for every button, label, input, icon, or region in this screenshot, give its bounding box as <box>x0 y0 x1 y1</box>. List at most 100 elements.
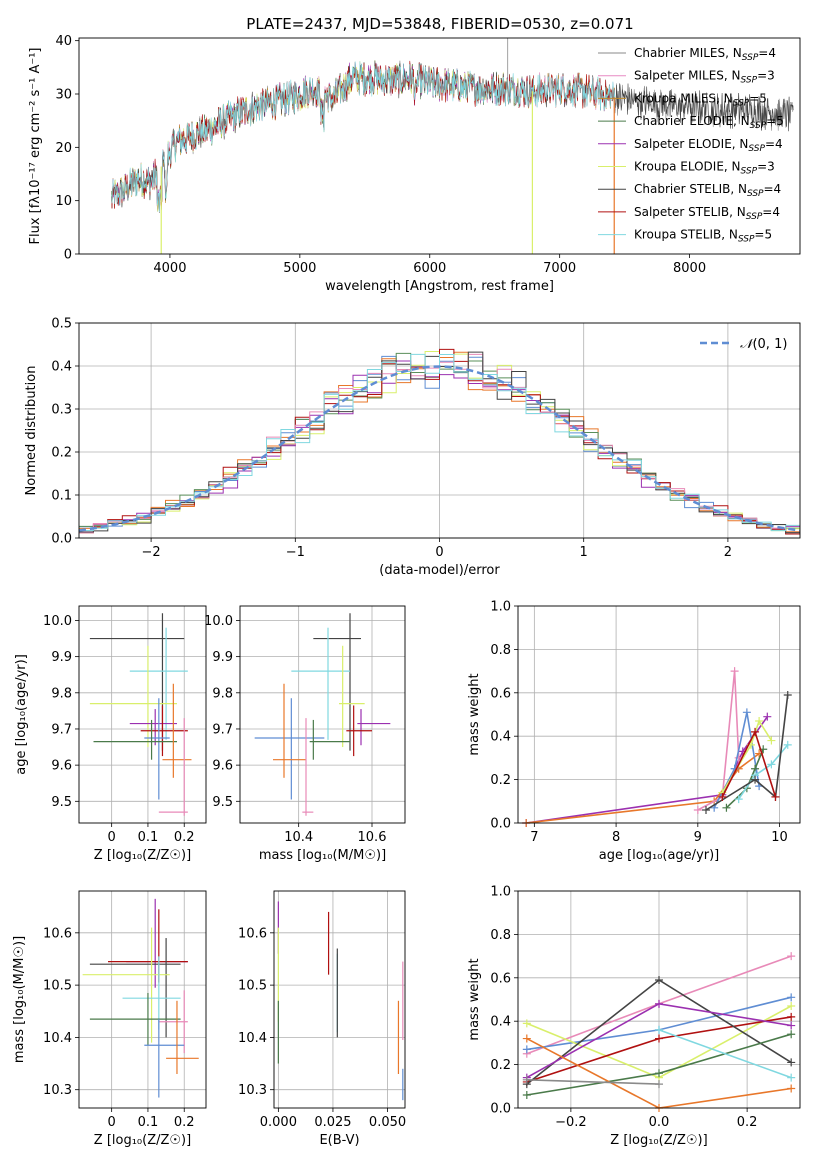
y-tick-label: 9.5 <box>212 795 233 810</box>
y-tick-label: 1.0 <box>490 600 511 615</box>
weight-point-marker <box>787 1073 796 1082</box>
x-tick-label: 0 <box>108 1115 116 1130</box>
y-axis-label: Flux [fλ10⁻¹⁷ erg cm⁻² s⁻¹ A⁻¹] <box>28 48 43 245</box>
plot-frame <box>517 605 801 824</box>
weight-series-line <box>658 1029 792 1079</box>
legend-text: Kroupa STELIB, N <box>634 228 738 242</box>
weight-point-marker <box>655 1025 663 1034</box>
axes-weight-vs-age: 7 8 9 10 0.0 0.2 0.4 0.6 0.8 1.0 age [log₁₀(age/yr… <box>467 600 800 863</box>
weight-series-line <box>738 744 789 800</box>
weight-point-marker <box>787 952 796 961</box>
x-tick-label: 10.4 <box>284 830 313 845</box>
legend-subscript: SSP <box>733 98 750 108</box>
axes-age-vs-mass: 10.4 10.6 9.5 9.6 9.7 9.8 9.9 10.0 mass [log₁₀(M… <box>204 606 405 863</box>
legend-args: (0, 1) <box>752 337 787 352</box>
y-tick-label: 30 <box>55 88 72 103</box>
axes-mass-vs-Z: 0 0.1 0.2 10.3 10.4 10.5 10.6 Z [log₁₀(Z/Z☉)] ma… <box>12 891 206 1148</box>
legend-text: Kroupa MILES, N <box>634 91 733 105</box>
weight-point-marker <box>655 999 663 1008</box>
y-tick-label: 9.7 <box>212 722 233 737</box>
weight-point-marker <box>787 993 796 1002</box>
weight-point-marker <box>751 727 760 736</box>
plot-frame <box>517 890 801 1109</box>
x-tick-label: 4000 <box>153 261 186 276</box>
axes-spectrum: 4000 5000 6000 7000 8000 0 10 20 30 40 wavelength … <box>28 34 794 294</box>
legend-suffix: =4 <box>764 182 782 196</box>
y-tick-label: 10.5 <box>238 979 267 994</box>
weight-point-marker <box>767 736 776 745</box>
legend-suffix: =5 <box>754 228 772 242</box>
y-tick-label: 0.5 <box>51 317 72 332</box>
x-axis-label: wavelength [Angstrom, rest frame] <box>325 279 554 294</box>
y-tick-label: 0 <box>64 248 72 263</box>
weight-point-marker <box>655 1034 663 1043</box>
plot-frame <box>78 37 801 255</box>
y-tick-label: 10.0 <box>204 614 233 629</box>
x-axis-label: Z [log₁₀(Z/Z☉)] <box>94 848 191 863</box>
weight-point-marker <box>755 717 764 726</box>
y-tick-label: 9.8 <box>51 686 72 701</box>
x-tick-label: 0.2 <box>737 1115 758 1130</box>
weight-point-marker <box>783 740 792 749</box>
weight-point-marker <box>751 775 760 784</box>
x-tick-label: 10.6 <box>358 830 387 845</box>
weight-point-marker <box>718 792 727 801</box>
spectrum-line <box>111 60 794 213</box>
normal-reference-curve <box>79 365 800 532</box>
x-tick-label: −2 <box>142 545 161 560</box>
y-tick-label: 10.4 <box>43 1031 72 1046</box>
x-tick-label: 1 <box>580 545 588 560</box>
y-tick-label: 9.6 <box>51 759 72 774</box>
y-tick-label: 9.6 <box>212 759 233 774</box>
y-tick-label: 9.9 <box>51 650 72 665</box>
weight-point-marker <box>522 1045 531 1054</box>
legend-text: Kroupa ELODIE, N <box>634 160 741 174</box>
y-tick-label: 0.4 <box>490 730 511 745</box>
y-tick-label: 0.8 <box>490 928 511 943</box>
y-tick-label: 10.3 <box>43 1083 72 1098</box>
weight-point-marker <box>655 975 663 984</box>
weight-point-marker <box>702 805 710 814</box>
weight-series-line <box>705 694 789 811</box>
x-axis-label: Z [log₁₀(Z/Z☉)] <box>610 1133 707 1148</box>
y-tick-label: 9.7 <box>51 722 72 737</box>
weight-point-marker <box>783 690 792 699</box>
x-tick-label: 8 <box>612 830 620 845</box>
y-tick-label: 10.0 <box>43 614 72 629</box>
weight-point-marker <box>522 1034 531 1043</box>
legend-subscript: SSP <box>748 144 765 154</box>
legend-suffix: =3 <box>757 69 775 83</box>
weight-series-line <box>526 1079 660 1085</box>
x-axis-label: E(B-V) <box>319 1133 359 1148</box>
weight-point-marker <box>693 805 702 814</box>
x-tick-label: 6000 <box>413 261 446 276</box>
x-tick-label: −1 <box>286 545 305 560</box>
legend-subscript: SSP <box>742 53 759 63</box>
y-tick-label: 1.0 <box>490 885 511 900</box>
y-tick-label: 0.2 <box>490 1058 511 1073</box>
y-tick-label: 0.3 <box>51 403 72 418</box>
y-tick-label: 0.4 <box>490 1015 511 1030</box>
weight-point-marker <box>722 803 731 812</box>
x-axis-label: mass [log₁₀(M/M☉)] <box>259 848 386 863</box>
x-tick-label: 0.000 <box>260 1115 297 1130</box>
y-axis-label: mass weight <box>467 958 482 1040</box>
weight-series-line <box>526 1037 792 1108</box>
y-tick-label: 10.4 <box>238 1031 267 1046</box>
legend-label: 𝒩(0, 1) <box>740 337 787 352</box>
x-tick-label: 0 <box>108 830 116 845</box>
weight-point-marker <box>787 1012 796 1021</box>
y-tick-label: 0.2 <box>490 773 511 788</box>
legend-label: Salpeter STELIB, NSSP=4 <box>634 205 780 222</box>
x-tick-label: 2 <box>724 545 732 560</box>
weight-series-line <box>697 671 740 811</box>
axes-mass-vs-EBV: 0.000 0.025 0.050 10.3 10.4 10.5 10.6 E(B-V) <box>238 891 406 1148</box>
weight-series-line <box>526 716 768 823</box>
x-axis-label: age [log₁₀(age/yr)] <box>599 848 720 863</box>
y-tick-label: 10.3 <box>238 1083 267 1098</box>
x-tick-label: 8000 <box>673 261 706 276</box>
y-axis-label: mass weight <box>467 673 482 755</box>
plot-frame <box>78 605 207 824</box>
legend-residuals: 𝒩(0, 1) <box>700 337 787 352</box>
